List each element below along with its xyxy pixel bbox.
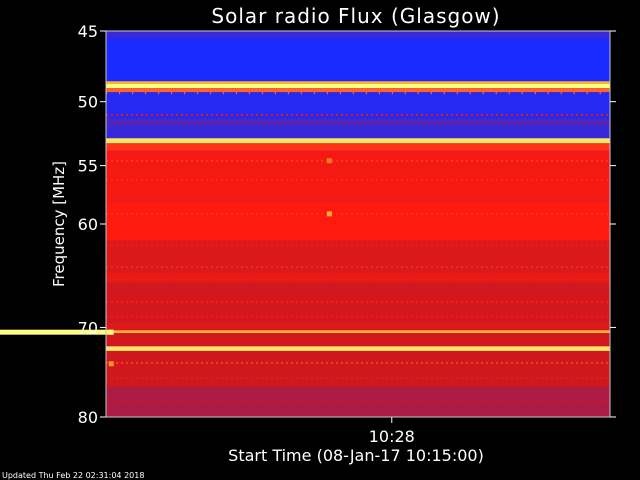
frequency-band [106,38,610,82]
periodic-tick [456,90,458,95]
y-tick-label: 50 [78,93,98,112]
y-tick-label: 55 [78,157,98,176]
frequency-band [106,201,610,241]
frequency-band [106,333,610,347]
y-tick-label: 70 [78,318,98,337]
periodic-tick [209,90,212,95]
x-axis-label: Start Time (08-Jan-17 10:15:00) [228,446,484,465]
periodic-tick [300,90,303,95]
periodic-tick [313,90,316,95]
plot-area [0,30,611,418]
periodic-tick [391,90,393,95]
frequency-band [106,125,610,139]
updated-timestamp: Updated Thu Feb 22 02:31:04 2018 [2,471,144,480]
frequency-band [106,330,610,334]
frequency-band [106,138,610,144]
periodic-tick [495,90,497,95]
periodic-tick [183,90,186,95]
spot [326,211,332,217]
periodic-tick [417,90,419,95]
periodic-tick [469,90,471,95]
frequency-bands [106,31,610,417]
y-axis-label: Frequency [MHz] [50,161,68,287]
periodic-tick [378,90,380,95]
periodic-tick [404,90,406,95]
spot [326,158,332,164]
periodic-tick [131,90,134,95]
frequency-band [106,143,610,151]
periodic-tick [547,90,549,95]
periodic-tick [508,90,510,95]
periodic-tick [560,90,562,95]
periodic-tick [261,90,264,95]
burst [0,329,112,335]
periodic-ticks [106,90,601,95]
periodic-tick [430,90,432,95]
periodic-tick [287,90,290,95]
frequency-band [106,81,610,85]
frequency-band [106,118,610,126]
periodic-tick [534,90,536,95]
periodic-tick [443,90,445,95]
periodic-tick [482,90,484,95]
periodic-tick [170,90,173,95]
y-tick-label: 60 [78,215,98,234]
frequency-band [106,88,610,93]
y-axis: 45 50 55 60 70 80 [78,22,616,427]
periodic-tick [118,90,121,95]
y-tick-label: 80 [78,408,98,427]
chart-title: Solar radio Flux (Glasgow) [211,4,500,28]
frequency-band [106,84,610,89]
frequency-band [106,272,610,283]
spot [108,361,114,367]
periodic-tick [339,90,342,95]
x-tick-label: 10:28 [369,427,415,446]
periodic-tick [248,90,251,95]
periodic-tick [326,90,329,95]
y-tick-label: 45 [78,22,98,41]
periodic-tick [599,90,601,95]
periodic-tick [274,90,277,95]
periodic-tick [157,90,160,95]
periodic-tick [222,90,225,95]
periodic-tick [586,90,588,95]
periodic-tick [365,90,367,95]
frequency-lines [106,113,610,403]
frequency-band [106,350,610,387]
periodic-tick [573,90,575,95]
spot [108,329,114,335]
periodic-tick [196,90,199,95]
frequency-band [106,150,610,202]
x-axis: 10:1610:2010:2410:28 [369,417,415,446]
periodic-tick [352,90,355,95]
frequency-band [106,322,610,331]
periodic-tick [144,90,147,95]
periodic-tick [106,90,108,95]
frequency-band [106,346,610,351]
bursts [0,329,112,335]
periodic-tick [235,90,238,95]
frequency-band [106,31,610,39]
spots [108,158,332,367]
periodic-tick [521,90,523,95]
